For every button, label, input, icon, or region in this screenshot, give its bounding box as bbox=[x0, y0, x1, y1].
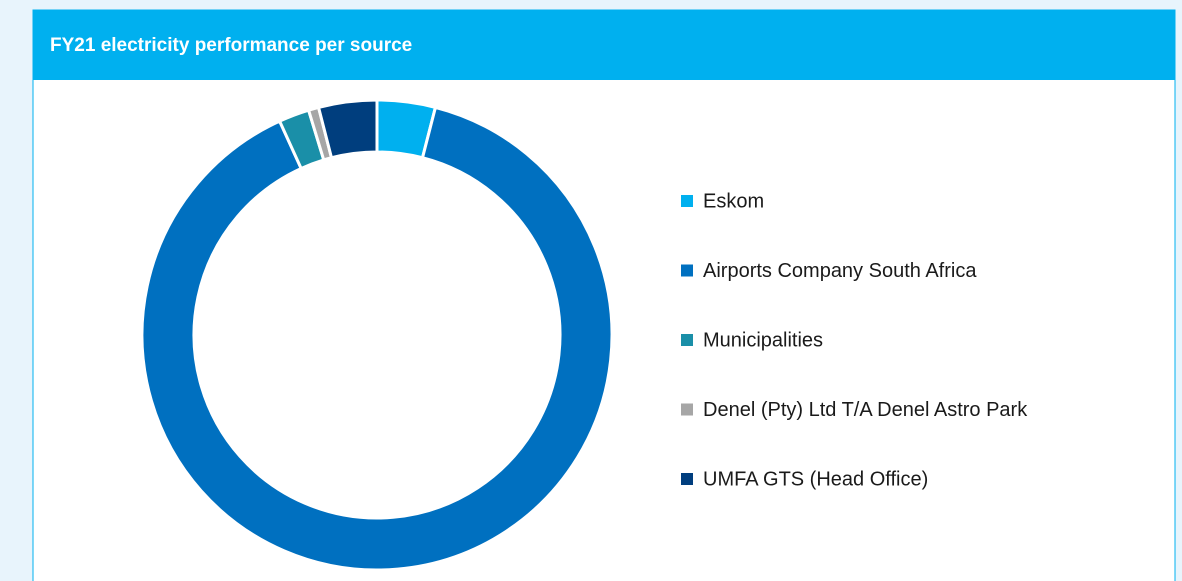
chart-title: FY21 electricity performance per source bbox=[50, 35, 412, 56]
legend-label: UMFA GTS (Head Office) bbox=[703, 468, 928, 490]
panel-header bbox=[33, 10, 1175, 80]
legend-swatch bbox=[681, 403, 693, 416]
legend-swatch bbox=[681, 334, 693, 346]
legend-swatch bbox=[681, 473, 693, 485]
legend-label: Eskom bbox=[703, 190, 764, 212]
donut-slice bbox=[316, 98, 379, 160]
donut-slice bbox=[140, 105, 614, 572]
legend-swatch bbox=[681, 264, 693, 277]
legend-swatch bbox=[681, 195, 693, 207]
legend-label: Municipalities bbox=[703, 329, 823, 351]
legend-label: Denel (Pty) Ltd T/A Denel Astro Park bbox=[703, 399, 1028, 421]
legend-label: Airports Company South Africa bbox=[703, 260, 977, 282]
